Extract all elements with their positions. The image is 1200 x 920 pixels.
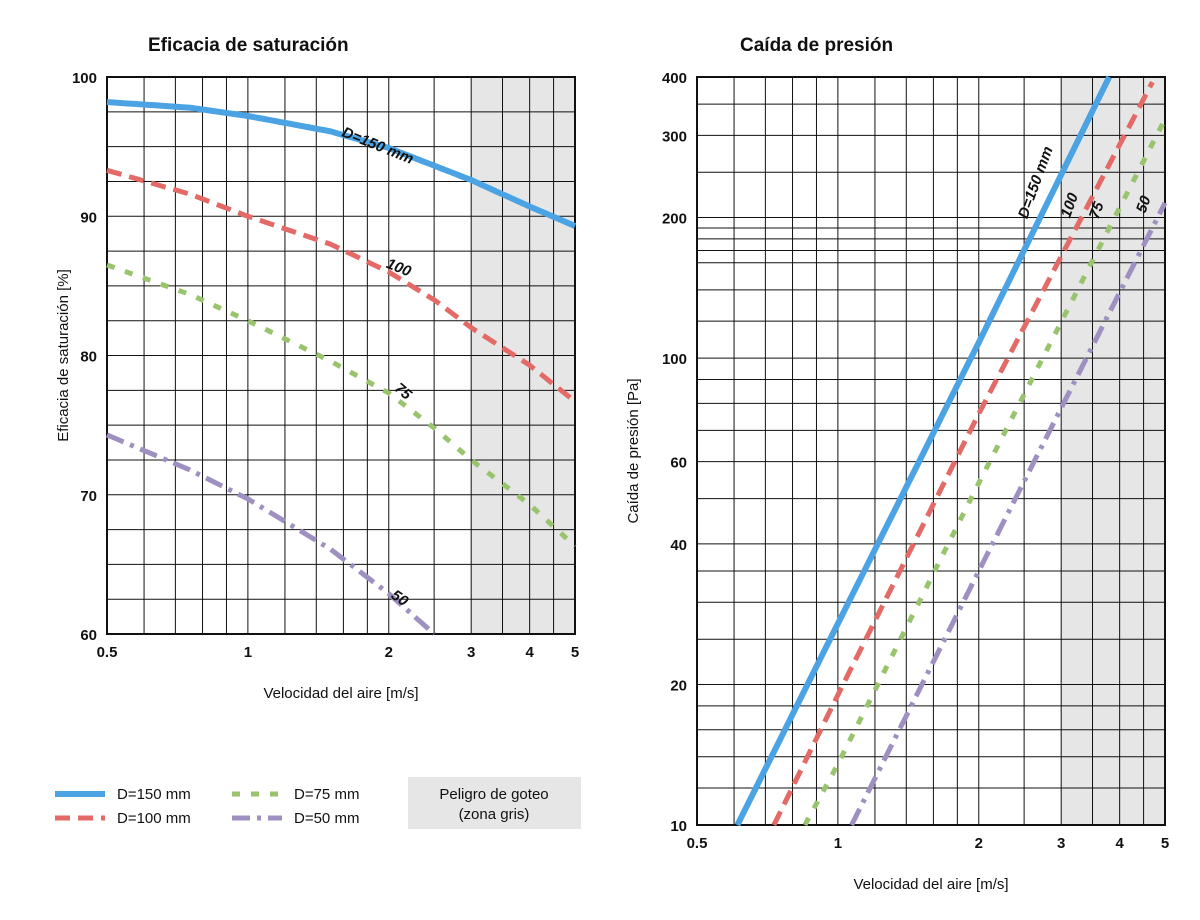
grid	[697, 77, 1165, 825]
y-axis-label: Eficacia de saturación [%]	[55, 269, 72, 442]
x-tick-label: 5	[571, 644, 579, 661]
y-tick-label: 80	[80, 349, 97, 366]
legend-label: D=50 mm	[294, 810, 359, 827]
y-tick-label: 90	[80, 209, 97, 226]
x-tick-label: 1	[244, 644, 252, 661]
x-tick-label: 2	[975, 835, 983, 852]
series-line-d-100-mm	[771, 80, 1155, 827]
chart-title: Caída de presión	[740, 35, 893, 56]
y-tick-label: 400	[662, 70, 687, 87]
x-tick-label: 4	[525, 644, 534, 661]
curve-label: 50	[1133, 193, 1155, 215]
x-tick-label: 0.5	[97, 644, 118, 661]
curve-label: 75	[391, 380, 415, 404]
x-tick-label: 5	[1161, 835, 1169, 852]
x-tick-label: 2	[385, 644, 393, 661]
plot-frame	[106, 76, 576, 635]
legend-label: D=100 mm	[117, 810, 191, 827]
x-tick-label: 4	[1115, 835, 1124, 852]
y-tick-label: 40	[670, 537, 687, 554]
y-tick-label: 60	[80, 627, 97, 644]
drip-zone-legend-text: (zona gris)	[459, 806, 530, 823]
series-line-d-75-mm	[106, 262, 577, 549]
x-tick-label: 3	[1057, 835, 1065, 852]
chart-title: Eficacia de saturación	[148, 35, 349, 56]
x-tick-label: 3	[467, 644, 475, 661]
curve-label: 50	[388, 587, 412, 611]
curve-label: D=150 mm	[1015, 144, 1057, 221]
grid	[107, 77, 575, 634]
legend: D=150 mm D=100 mm D=75 mm D=50 mm Peligro de…	[55, 777, 581, 829]
curve-label: 75	[1086, 199, 1108, 221]
chart-pressure-drop: D=150 mm 100 75 500.5 1 2 3 4 510204060100200300…	[625, 35, 1169, 893]
legend-label: D=150 mm	[117, 786, 191, 803]
y-tick-label: 20	[670, 677, 687, 694]
series-line-d-150-mm	[106, 99, 577, 229]
series-line-d-150-mm	[734, 75, 1112, 827]
y-tick-label: 10	[670, 818, 687, 835]
x-axis-label: Velocidad del aire [m/s]	[263, 685, 418, 702]
drip-zone-legend-text: Peligro de goteo	[439, 786, 548, 803]
drip-zone-shade	[1061, 77, 1165, 825]
y-tick-label: 100	[72, 70, 97, 87]
series-line-d-100-mm	[106, 167, 577, 404]
y-tick-label: 70	[80, 488, 97, 505]
series-line-d-50-mm	[106, 432, 436, 636]
y-tick-label: 200	[662, 211, 687, 228]
curve-label: D=150 mm	[340, 124, 416, 168]
x-tick-label: 1	[834, 835, 842, 852]
y-tick-label: 300	[662, 128, 687, 145]
x-tick-label: 0.5	[687, 835, 708, 852]
x-axis-label: Velocidad del aire [m/s]	[853, 876, 1008, 893]
y-axis-label: Caída de presión [Pa]	[625, 378, 642, 523]
y-tick-label: 100	[662, 351, 687, 368]
drip-zone-legend-box	[408, 777, 581, 829]
legend-label: D=75 mm	[294, 786, 359, 803]
plot-frame	[696, 76, 1166, 826]
y-tick-label: 60	[670, 455, 687, 472]
